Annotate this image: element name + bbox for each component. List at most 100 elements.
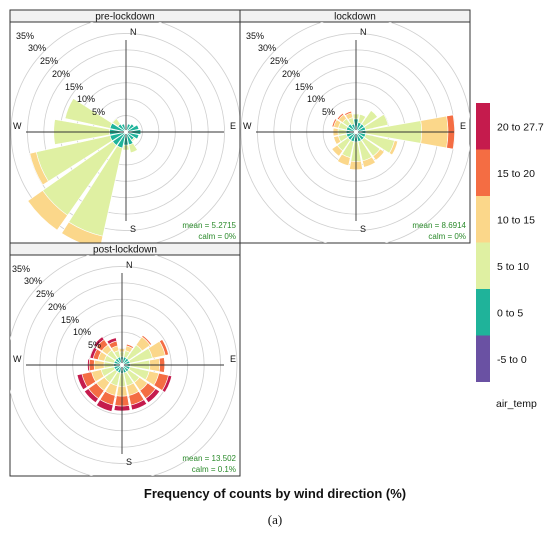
petal-SE-bin3 (372, 148, 385, 161)
figure-label: (a) (267, 512, 283, 527)
panel-title: lockdown (334, 12, 376, 23)
mean-label: mean = 13.502 (182, 454, 236, 463)
rose-plot-area: 5% 10% 15% 20% 25% 30% 35% (10, 255, 238, 476)
calm-circle (120, 363, 124, 367)
petal-SW-bin3 (331, 144, 344, 157)
petal-NW-bin2 (112, 118, 121, 127)
petal-NE-bin4 (141, 334, 153, 346)
compass-east-label: E (230, 121, 236, 131)
petal-SE-bin5 (145, 388, 161, 404)
legend-swatch (476, 103, 490, 150)
compass-east-label: E (460, 121, 466, 131)
compass-north-label: N (126, 260, 133, 270)
petal-WSW-bin5 (76, 373, 88, 391)
petal-SW-bin3 (27, 190, 68, 231)
radial-tick-label: 5% (92, 107, 105, 117)
x-axis-title: Frequency of counts by wind direction (%… (143, 486, 407, 501)
rose-plot-area: 5% 10% 15% 20% 25% 30% 35% (240, 22, 470, 243)
radial-tick-label: 25% (36, 289, 54, 299)
legend-swatch (476, 149, 490, 196)
petal-NNE-bin2 (357, 114, 367, 125)
compass-south-label: S (126, 457, 132, 467)
petal-SSW-bin3 (61, 221, 104, 243)
legend-label: 5 to 10 (497, 261, 529, 273)
radial-tick-label: 15% (65, 82, 83, 92)
rose-panel-post-lockdown: post-lockdown 5% 10% 15% 20% 25% 30% 35% N S W Emea… (9, 242, 241, 477)
petal-SSE-bin3 (362, 156, 376, 168)
compass-east-label: E (230, 354, 236, 364)
compass-west-label: W (13, 354, 22, 364)
calm-circle (354, 130, 358, 134)
radial-tick-label: 20% (48, 302, 66, 312)
petal-ENE-bin2 (363, 113, 389, 131)
radial-tick-label: 10% (73, 327, 91, 337)
petal-NNW-bin4 (344, 110, 353, 116)
petal-SE-bin2 (131, 137, 136, 142)
petal-NW-bin4 (336, 112, 345, 121)
petal-SSW-bin3 (337, 153, 351, 167)
radial-tick-label: 5% (88, 340, 101, 350)
calm-label: calm = 0% (198, 232, 236, 241)
rose-plot-area: 5% 10% 15% 20% 25% 30% 35% (10, 22, 240, 243)
petal-NE-bin2 (361, 110, 378, 127)
petal-WNW-bin2 (64, 98, 113, 129)
radial-tick-label: 25% (270, 56, 288, 66)
calm-circle (124, 130, 128, 134)
mean-label: mean = 8.6914 (412, 221, 466, 230)
legend: 20 to 27.7 15 to 20 10 to 15 5 to 10 0 to 5 -… (476, 103, 544, 410)
radial-tick-label: 35% (12, 264, 30, 274)
grid-circle (240, 22, 470, 243)
compass-west-label: W (243, 121, 252, 131)
petal-SW-bin5 (83, 388, 99, 404)
radial-tick-label: 30% (28, 43, 46, 53)
grid-circle (10, 255, 238, 476)
radial-tick-label: 5% (322, 107, 335, 117)
compass-north-label: N (130, 27, 137, 37)
legend-swatch (476, 196, 490, 243)
legend-label: 15 to 20 (497, 168, 535, 180)
panel-title: pre-lockdown (95, 12, 154, 23)
legend-label: 10 to 15 (497, 214, 535, 226)
petal-WNW-bin4 (331, 118, 338, 128)
petal-ESE-bin3 (388, 140, 399, 156)
petal-NNW-bin5 (106, 337, 118, 345)
petal-NNE-bin4 (125, 343, 134, 349)
radial-tick-label: 15% (61, 315, 79, 325)
petal-SSW-bin5 (96, 399, 114, 412)
petal-NW-bin5 (93, 336, 105, 348)
petal-SSE-bin2 (128, 142, 138, 154)
radial-tick-label: 15% (295, 82, 313, 92)
panel-title: post-lockdown (93, 245, 157, 256)
legend-swatch (476, 335, 490, 382)
legend-label: 20 to 27.7 (497, 121, 544, 133)
legend-swatch (476, 289, 490, 336)
mean-label: mean = 5.2715 (182, 221, 236, 230)
grid-circle (10, 22, 240, 243)
compass-south-label: S (130, 224, 136, 234)
panel-strip (239, 9, 471, 23)
legend-title: air_temp (496, 398, 537, 410)
radial-tick-label: 30% (258, 43, 276, 53)
radial-tick-label: 35% (246, 31, 264, 41)
legend-swatch (476, 242, 490, 289)
compass-north-label: N (360, 27, 367, 37)
calm-label: calm = 0.1% (192, 465, 236, 474)
legend-label: 0 to 5 (497, 307, 523, 319)
panel-strip (9, 242, 241, 256)
legend-label: -5 to 0 (497, 354, 527, 366)
radial-tick-label: 10% (307, 94, 325, 104)
rose-panel-pre-lockdown: pre-lockdown 5% 10% 15% 20% 25% 30% 35% N S W Emean… (9, 9, 241, 244)
petal-WSW-bin3 (29, 151, 49, 186)
compass-west-label: W (13, 121, 22, 131)
radial-tick-label: 35% (16, 31, 34, 41)
radial-tick-label: 20% (282, 69, 300, 79)
petal-SSE-bin5 (130, 399, 148, 411)
compass-south-label: S (360, 224, 366, 234)
petal-WNW-bin5 (89, 346, 98, 359)
petal-ESE-bin5 (161, 374, 173, 393)
radial-tick-label: 10% (77, 94, 95, 104)
radial-tick-label: 25% (40, 56, 58, 66)
radial-tick-label: 20% (52, 69, 70, 79)
